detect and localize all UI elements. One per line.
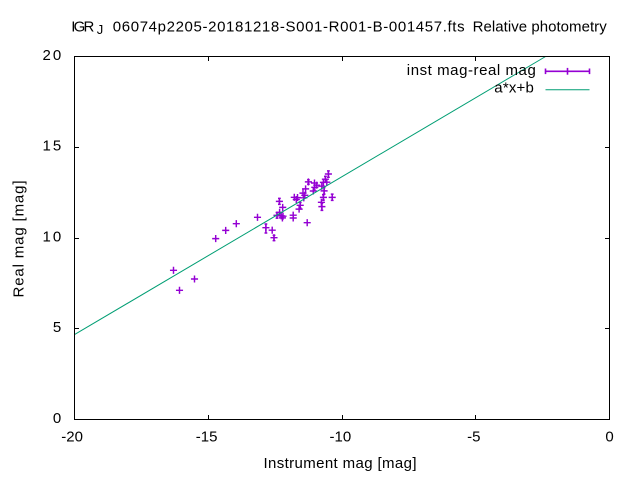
svg-text:J: J [97,22,104,37]
svg-text:-15: -15 [196,429,218,446]
svg-text:Instrument mag [mag]: Instrument mag [mag] [264,455,417,472]
svg-text:-20: -20 [61,429,83,446]
svg-text:-5: -5 [467,429,480,446]
svg-text:Real mag [mag]: Real mag [mag] [11,181,28,298]
svg-text:a*x+b: a*x+b [494,80,534,97]
svg-text:inst mag-real mag: inst mag-real mag [407,62,536,79]
svg-text:0: 0 [53,410,61,427]
svg-text:-10: -10 [330,429,352,446]
svg-text:0: 0 [605,429,613,446]
svg-text:IGR: IGR [71,18,94,35]
svg-text:Relative photometry: Relative photometry [473,18,608,35]
svg-text:5: 5 [53,319,61,336]
svg-text:06074p2205-20181218-S001-R001-: 06074p2205-20181218-S001-R001-B-001457.f… [113,18,465,35]
